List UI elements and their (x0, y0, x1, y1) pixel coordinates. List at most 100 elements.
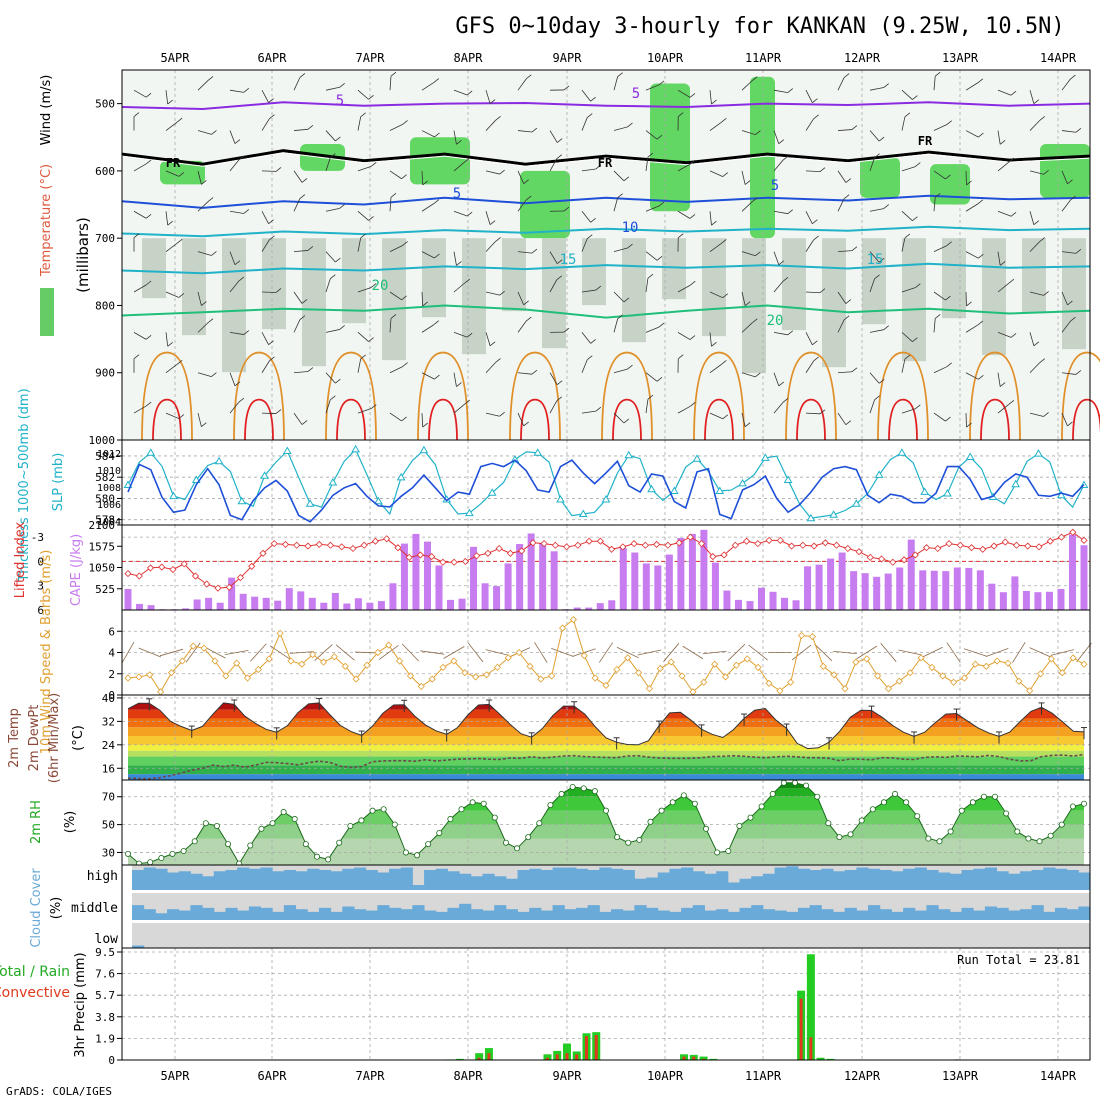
rh-marker (414, 852, 421, 859)
rh-shading-mid (942, 238, 966, 319)
rh-marker (391, 821, 398, 828)
wind-barb-flag (495, 358, 501, 363)
cloud-bar (914, 867, 927, 890)
wind-barb (613, 126, 628, 131)
wind-barb-flag (658, 322, 665, 328)
wind-barb-flag (556, 380, 563, 386)
wind-barb-flag (401, 416, 407, 422)
wind-barb-flag (339, 204, 345, 209)
lifted-index-marker (439, 558, 447, 566)
wind10m-marker (124, 674, 132, 682)
cape-bar (757, 587, 765, 610)
cape-bar (262, 597, 270, 610)
slp-marker (351, 444, 360, 453)
cloud-bar (926, 870, 939, 890)
cloud-bar (879, 870, 892, 890)
cloud-bar (342, 868, 355, 890)
isotherm-25-line (141, 351, 193, 441)
wind10m-marker (1015, 677, 1023, 685)
wind10m-barb (289, 651, 314, 654)
y-tick-label: 1575 (89, 540, 116, 553)
wind-barb-flag (525, 316, 532, 322)
lifted-index-marker (709, 553, 717, 561)
rh-marker (569, 783, 576, 790)
cape-bar (942, 571, 950, 610)
wind-barb (261, 89, 269, 103)
wind-barb-flag (201, 180, 207, 185)
wind-barb-flag (711, 220, 717, 226)
wind-barb-flag (466, 332, 473, 338)
wind-barb (517, 291, 525, 305)
wind-barb-flag (812, 219, 818, 225)
wind-barb (933, 366, 947, 374)
wind10m-marker (287, 657, 295, 665)
wind10m-marker (396, 657, 404, 665)
lifted-index-line (127, 531, 1085, 589)
wind-barb-flag (878, 136, 885, 142)
cloud-bar (459, 903, 472, 920)
wind-barb-flag (370, 162, 377, 167)
wind-barb-flag (778, 139, 785, 145)
date-tick-label: 6APR (258, 1069, 288, 1083)
wind-barb (517, 130, 532, 133)
rh-shading-mid (462, 238, 486, 355)
wind-barb (421, 291, 424, 307)
wind-barb-flag (330, 395, 336, 401)
cloud-bar (447, 907, 460, 920)
wind10m-barb (682, 645, 704, 660)
lifted-index-marker (225, 583, 233, 591)
wind10m-marker (624, 654, 632, 662)
wind-barb-flag (812, 340, 818, 346)
lifted-index-marker (765, 536, 773, 544)
wind-barb-flag (307, 246, 314, 251)
rh2m-panel: 30 50 70 2m RH (%) (29, 779, 1091, 867)
wind-barb-flag (1039, 116, 1045, 121)
wind-barb (869, 208, 884, 212)
rh-marker (336, 839, 343, 846)
wind-barb (197, 412, 202, 427)
wind-barb-flag (335, 136, 341, 142)
wind-barb (677, 284, 691, 293)
wind-barb-flag (390, 192, 397, 198)
wind10m-marker (472, 673, 480, 681)
rh-marker (658, 807, 665, 814)
wind10m-barb (138, 647, 162, 658)
rh-marker (369, 807, 376, 814)
cloud-bar (1008, 873, 1021, 890)
lifted-index-marker (911, 551, 919, 559)
cloud-bar (657, 910, 670, 920)
date-tick-label: 7APR (356, 51, 386, 65)
y-tick-label: 600 (95, 165, 115, 178)
lifted-index-marker (203, 580, 211, 588)
date-tick-label: 12APR (844, 1069, 881, 1083)
date-tick-label: 14APR (1040, 1069, 1077, 1083)
wind-barb (1061, 372, 1076, 375)
wind-barb-flag (368, 216, 374, 221)
precip-convective-bar (575, 1054, 579, 1060)
wind10m-marker (363, 661, 371, 669)
isotherm-25-line (601, 351, 653, 441)
isotherm-30-line (520, 398, 550, 441)
cloud-bar (342, 906, 355, 920)
lifted-index-marker (461, 557, 469, 565)
wind-barb (453, 210, 468, 217)
wind-barb (997, 372, 1001, 387)
wind-barb-flag (456, 261, 462, 266)
wind-barb-flag (819, 288, 826, 294)
lifted-index-marker (776, 536, 784, 544)
slp-tick-label: 1008 (97, 483, 121, 494)
wind-barb (421, 413, 424, 428)
wind-barb (325, 130, 336, 142)
cloud-bar (307, 868, 320, 890)
cape-bar (746, 601, 754, 610)
cloud-bar (494, 876, 507, 890)
wind-barb (741, 251, 756, 257)
wind10m-barb (335, 644, 355, 661)
wind-barb (485, 291, 500, 296)
lifted-index-marker (799, 541, 807, 549)
wind-barb (805, 412, 821, 415)
cloud-bar (237, 867, 250, 890)
rh-shading-mid (1022, 238, 1046, 313)
lifted-index-marker (1001, 538, 1009, 546)
lifted-index-marker (551, 541, 559, 549)
